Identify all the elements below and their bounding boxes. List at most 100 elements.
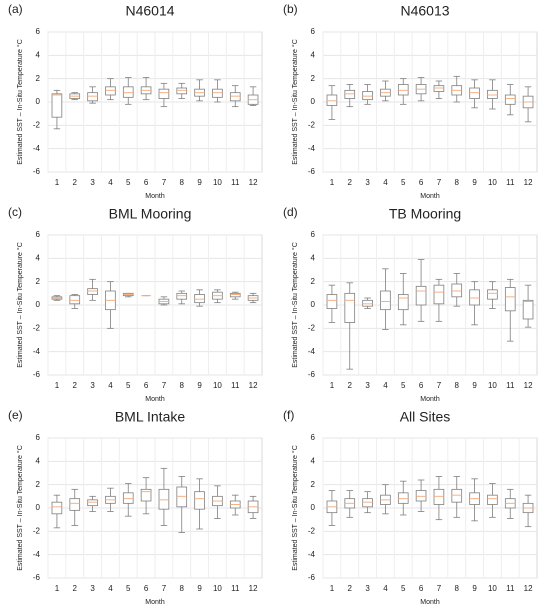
- y-tick-label: 2: [36, 277, 41, 286]
- x-tick-label: 11: [231, 178, 240, 187]
- panel-label: (b): [283, 2, 298, 16]
- x-tick-label: 3: [90, 381, 95, 390]
- y-tick-label: -4: [308, 347, 316, 356]
- box: [69, 498, 81, 511]
- box: [229, 92, 241, 102]
- y-tick-label: -6: [308, 573, 316, 582]
- x-tick-label: 8: [180, 381, 185, 390]
- x-tick-label: 6: [144, 584, 149, 593]
- y-tick-label: -2: [33, 526, 41, 535]
- box: [194, 491, 205, 510]
- y-tick-label: -6: [33, 370, 41, 379]
- box: [87, 288, 98, 295]
- panel-title: TB Mooring: [389, 206, 461, 222]
- x-tick-label: 10: [213, 584, 222, 593]
- x-tick-label: 9: [472, 381, 477, 390]
- y-tick-label: 6: [36, 27, 41, 36]
- y-tick-label: -4: [33, 144, 41, 153]
- x-tick-label: 5: [126, 178, 131, 187]
- y-tick-label: 4: [311, 456, 316, 465]
- y-axis-label: Estimated SST – In-Situ Temperature °C: [291, 445, 299, 570]
- x-tick-label: 1: [330, 584, 335, 593]
- x-tick-label: 4: [383, 381, 388, 390]
- x-tick-label: 2: [73, 178, 78, 187]
- box: [51, 93, 63, 118]
- x-axis-label: Month: [420, 396, 440, 403]
- box: [487, 289, 498, 300]
- x-tick-label: 2: [73, 584, 78, 593]
- box: [176, 292, 188, 300]
- x-tick-label: 7: [162, 381, 167, 390]
- y-axis-label: Estimated SST – In-Situ Temperature °C: [16, 445, 24, 570]
- x-axis-label: Month: [145, 599, 165, 606]
- y-tick-label: 0: [311, 300, 316, 309]
- panel-label: (d): [283, 205, 298, 219]
- x-tick-label: 10: [488, 584, 497, 593]
- x-tick-label: 9: [197, 584, 202, 593]
- panel-label: (a): [8, 2, 23, 16]
- x-tick-label: 10: [488, 178, 497, 187]
- y-tick-label: -4: [308, 144, 316, 153]
- y-tick-label: -2: [33, 323, 41, 332]
- box: [504, 94, 516, 105]
- x-tick-label: 6: [144, 381, 149, 390]
- box: [194, 294, 205, 304]
- panel-title: N46014: [125, 3, 174, 19]
- x-tick-label: 1: [55, 584, 60, 593]
- box: [451, 488, 463, 503]
- panel-title: N46013: [400, 3, 449, 19]
- x-tick-label: 9: [472, 178, 477, 187]
- y-tick-label: -2: [33, 120, 41, 129]
- box: [397, 492, 409, 504]
- y-tick-label: -6: [33, 167, 41, 176]
- x-tick-label: 10: [488, 381, 497, 390]
- y-tick-label: 0: [36, 300, 41, 309]
- box: [415, 285, 427, 306]
- y-axis-label: Estimated SST – In-Situ Temperature °C: [291, 39, 299, 164]
- x-tick-label: 12: [249, 584, 258, 593]
- x-tick-label: 3: [90, 178, 95, 187]
- y-tick-label: 0: [36, 97, 41, 106]
- y-tick-label: -4: [33, 347, 41, 356]
- x-tick-label: 11: [231, 381, 240, 390]
- x-tick-label: 12: [524, 584, 533, 593]
- y-tick-label: 2: [311, 74, 316, 83]
- y-tick-label: 0: [311, 503, 316, 512]
- box: [51, 501, 63, 515]
- y-tick-label: 6: [311, 230, 316, 239]
- y-tick-label: 0: [36, 503, 41, 512]
- x-tick-label: 2: [73, 381, 78, 390]
- box: [433, 488, 445, 505]
- x-tick-label: 11: [506, 178, 515, 187]
- x-tick-label: 1: [55, 381, 60, 390]
- y-tick-label: -2: [308, 323, 316, 332]
- x-tick-label: 1: [330, 381, 335, 390]
- x-tick-label: 4: [108, 178, 113, 187]
- x-tick-label: 9: [197, 178, 202, 187]
- x-tick-label: 6: [419, 381, 424, 390]
- x-tick-label: 12: [524, 178, 533, 187]
- x-tick-label: 9: [197, 381, 202, 390]
- x-tick-label: 8: [180, 584, 185, 593]
- y-tick-label: 6: [311, 27, 316, 36]
- box: [176, 87, 188, 95]
- y-axis-label: Estimated SST – In-Situ Temperature °C: [16, 39, 24, 164]
- box: [362, 498, 373, 508]
- y-tick-label: 2: [311, 480, 316, 489]
- box: [469, 87, 480, 99]
- x-tick-label: 4: [108, 381, 113, 390]
- y-tick-label: -6: [308, 370, 316, 379]
- x-tick-label: 5: [126, 584, 131, 593]
- x-axis-label: Month: [145, 193, 165, 200]
- x-tick-label: 6: [419, 584, 424, 593]
- panel-label: (e): [8, 408, 23, 422]
- box: [140, 488, 152, 502]
- panel-title: BML Mooring: [109, 206, 192, 222]
- box: [105, 86, 116, 96]
- box: [122, 492, 134, 504]
- y-axis-label: Estimated SST – In-Situ Temperature °C: [291, 242, 299, 367]
- x-tick-label: 4: [108, 584, 113, 593]
- y-tick-label: 6: [36, 433, 41, 442]
- box: [87, 499, 98, 507]
